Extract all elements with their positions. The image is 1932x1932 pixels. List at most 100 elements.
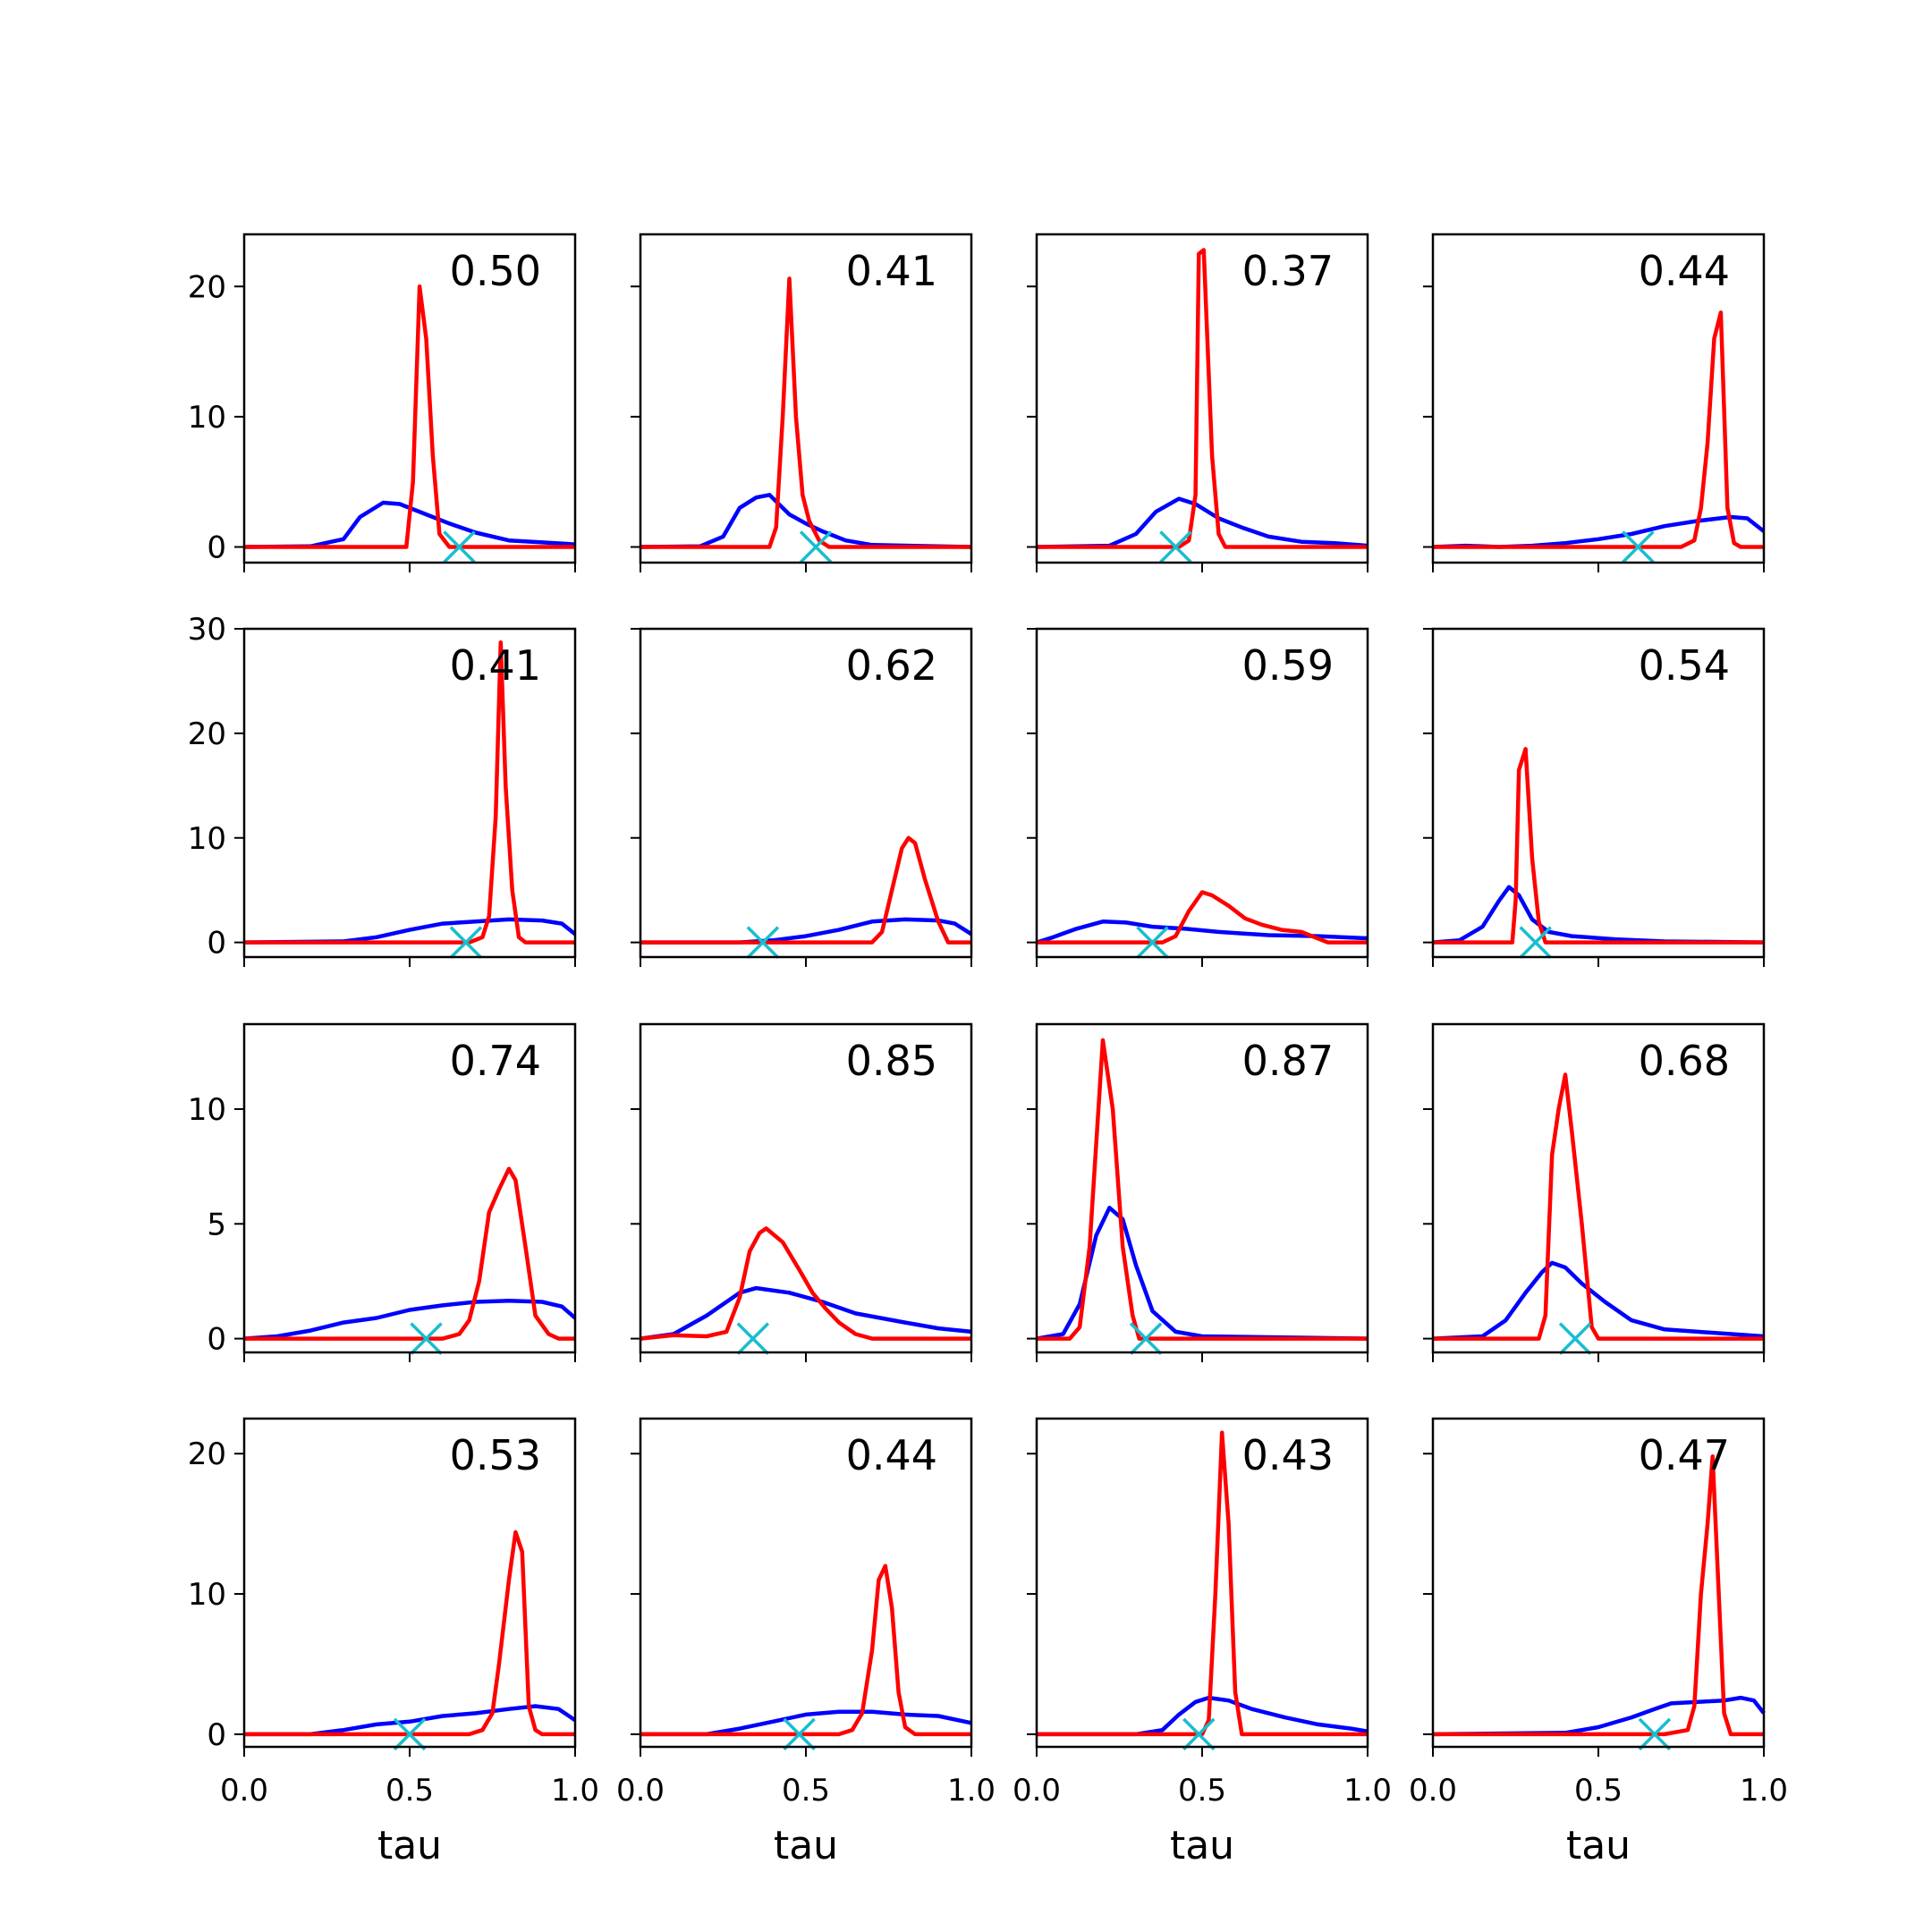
x-marker: [449, 926, 483, 959]
blue-series-line: [243, 500, 576, 549]
x-axis-label: tau: [1566, 1823, 1631, 1868]
axes-frame: [1431, 627, 1766, 959]
x-tick-label: 1.0: [1343, 1773, 1392, 1809]
red-series-line: [244, 1530, 575, 1737]
axes-frame: [242, 1417, 577, 1749]
x-tick-label: 0.5: [1574, 1773, 1623, 1809]
y-tick-label: 10: [188, 821, 226, 857]
panel-annotation: 0.53: [450, 1431, 541, 1479]
subplot-4-2: 0.0 0.5 1.0 0.44 tau: [616, 1417, 996, 1868]
axes-frame: [1035, 627, 1369, 959]
x-axis-label: tau: [377, 1823, 442, 1868]
panel-annotation: 0.54: [1639, 641, 1730, 690]
red-series-line: [640, 276, 971, 549]
x-marker: [1136, 926, 1169, 959]
axes-frame: [639, 1022, 973, 1354]
panel-annotation: 0.87: [1242, 1037, 1334, 1085]
blue-series-line: [1036, 919, 1368, 945]
red-series-line: [244, 640, 575, 945]
red-series-line: [1037, 890, 1368, 945]
x-marker: [783, 1717, 816, 1751]
red-series-line: [244, 284, 575, 549]
x-marker: [410, 1322, 443, 1355]
x-tick-label: 0.5: [1178, 1773, 1226, 1809]
axes-frame: [1431, 1022, 1766, 1354]
x-marker: [1622, 530, 1655, 564]
panel-annotation: 0.68: [1639, 1037, 1730, 1085]
y-tick-label: 10: [188, 1577, 226, 1613]
subplot-3-3: 0.87: [1027, 1022, 1369, 1362]
panel-annotation: 0.85: [846, 1037, 937, 1085]
subplot-1-1: 0 10 20 0.50: [188, 233, 577, 572]
y-tick-label: 0: [207, 1322, 226, 1358]
axes-frame: [639, 627, 973, 959]
panel-annotation: 0.74: [450, 1037, 541, 1085]
axes-frame: [242, 627, 577, 959]
y-tick-label: 30: [188, 612, 226, 648]
panel-annotation: 0.50: [450, 247, 541, 295]
blue-series-line: [244, 1704, 577, 1737]
x-tick-label: 0.0: [1409, 1773, 1457, 1809]
subplot-2-1: 0 10 20 30 0.41: [188, 612, 577, 967]
axes-frame: [1431, 1417, 1766, 1749]
subplot-1-3: 0.37: [1027, 233, 1369, 572]
blue-series-line: [640, 1285, 972, 1341]
y-tick-label: 20: [188, 269, 226, 305]
panel-annotation: 0.59: [1242, 641, 1334, 690]
blue-series-line: [1036, 496, 1368, 549]
x-tick-label: 0.5: [386, 1773, 434, 1809]
subplot-4-1: 0 10 20 0.0 0.5 1.0 0.53 tau: [188, 1417, 599, 1868]
subplot-2-3: 0.59: [1027, 627, 1369, 967]
blue-series-line: [243, 1299, 577, 1341]
axes-frame: [639, 1417, 973, 1749]
axes-frame: [1431, 233, 1766, 564]
x-tick-label: 0.5: [782, 1773, 830, 1809]
panel-annotation: 0.41: [846, 247, 937, 295]
x-tick-label: 1.0: [551, 1773, 599, 1809]
x-marker: [1519, 926, 1552, 959]
axes-frame: [639, 233, 973, 564]
blue-series-line: [1432, 1695, 1766, 1737]
red-series-line: [244, 1166, 575, 1341]
x-tick-label: 1.0: [1740, 1773, 1788, 1809]
y-tick-label: 20: [188, 716, 226, 752]
x-marker: [1638, 1717, 1672, 1751]
subplot-4-3: 0.0 0.5 1.0 0.43 tau: [1013, 1417, 1392, 1868]
subplot-1-2: 0.41: [631, 233, 973, 572]
y-tick-label: 10: [188, 1092, 226, 1128]
red-series-line: [1433, 1072, 1764, 1341]
axes-frame: [242, 1022, 577, 1354]
x-tick-label: 1.0: [947, 1773, 996, 1809]
y-tick-label: 0: [207, 926, 226, 962]
x-tick-label: 0.0: [220, 1773, 268, 1809]
x-marker: [736, 1322, 770, 1355]
red-series-line: [640, 1226, 971, 1341]
y-tick-label: 10: [188, 400, 226, 436]
x-marker: [746, 926, 780, 959]
panel-annotation: 0.37: [1242, 247, 1334, 295]
x-marker: [1182, 1717, 1216, 1751]
x-marker: [1558, 1322, 1592, 1355]
axes-frame: [1035, 1022, 1369, 1354]
x-marker: [1159, 530, 1192, 564]
blue-series-line: [640, 1709, 972, 1737]
subplot-1-4: 0.44: [1423, 233, 1766, 572]
subplot-3-1: 0 5 10 0.74: [188, 1022, 577, 1362]
subplot-3-2: 0.85: [631, 1022, 973, 1362]
axes-frame: [242, 233, 577, 564]
panel-annotation: 0.41: [450, 641, 541, 690]
y-tick-label: 0: [207, 530, 226, 566]
axes-frame: [1035, 1417, 1369, 1749]
x-marker: [1129, 1322, 1163, 1355]
panel-annotation: 0.44: [846, 1431, 937, 1479]
axes-frame: [1035, 233, 1369, 564]
panel-annotation: 0.47: [1639, 1431, 1730, 1479]
red-series-line: [640, 835, 971, 945]
panel-annotation: 0.44: [1639, 247, 1730, 295]
y-tick-label: 20: [188, 1436, 226, 1472]
x-marker: [393, 1717, 427, 1751]
red-series-line: [1433, 310, 1764, 549]
